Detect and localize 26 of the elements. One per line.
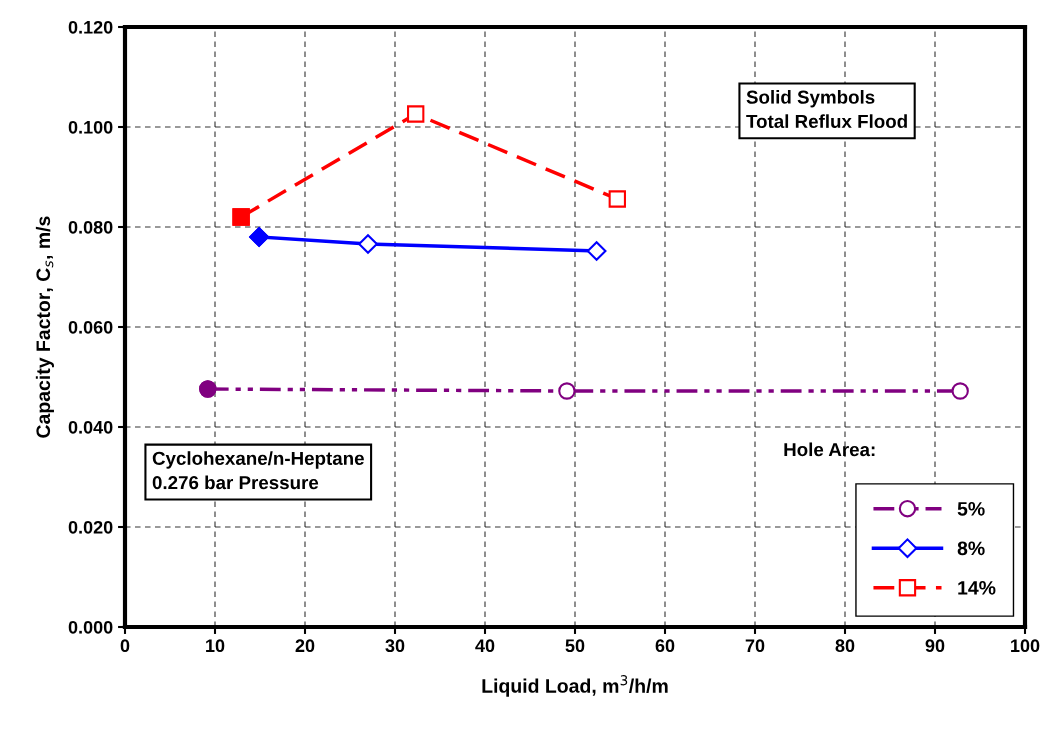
y-tick-label: 0.040: [68, 420, 113, 434]
annotation: Solid Symbols Total Reflux Flood: [746, 90, 907, 129]
x-tick-label: 20: [295, 639, 315, 653]
legend-label: 8%: [957, 541, 985, 556]
x-tick-label: 10: [206, 639, 225, 653]
y-tick-label: 0.120: [68, 20, 113, 34]
y-tick-label: 0.060: [68, 320, 113, 334]
y-axis-title: Capacity Factor, C$_{s}$, m/s: [35, 216, 54, 438]
y-tick-label: 0.000: [68, 620, 113, 634]
y-tick-label: 0.020: [68, 520, 113, 534]
x-tick-label: 50: [565, 639, 585, 653]
x-tick-label: 90: [925, 639, 945, 653]
legend-label: 14%: [958, 581, 996, 595]
y-tick-label: 0.100: [68, 120, 113, 134]
x-tick-label: 60: [655, 639, 675, 653]
x-tick-label: 100: [1011, 639, 1040, 653]
x-axis-title: Liquid Load, m$^{3}$/h/m: [482, 675, 668, 697]
x-tick-label: 80: [835, 639, 855, 653]
legend-label: 5%: [957, 501, 985, 516]
x-tick-label: 70: [745, 639, 765, 653]
x-tick-label: 40: [475, 639, 495, 653]
x-tick-label: 30: [385, 639, 405, 653]
x-tick-label: 0: [120, 639, 130, 653]
annotation: Cyclohexane/n-Heptane 0.276 bar Pressure: [152, 451, 364, 490]
legend-title: Hole Area:: [784, 442, 875, 457]
y-tick-label: 0.080: [68, 220, 113, 234]
